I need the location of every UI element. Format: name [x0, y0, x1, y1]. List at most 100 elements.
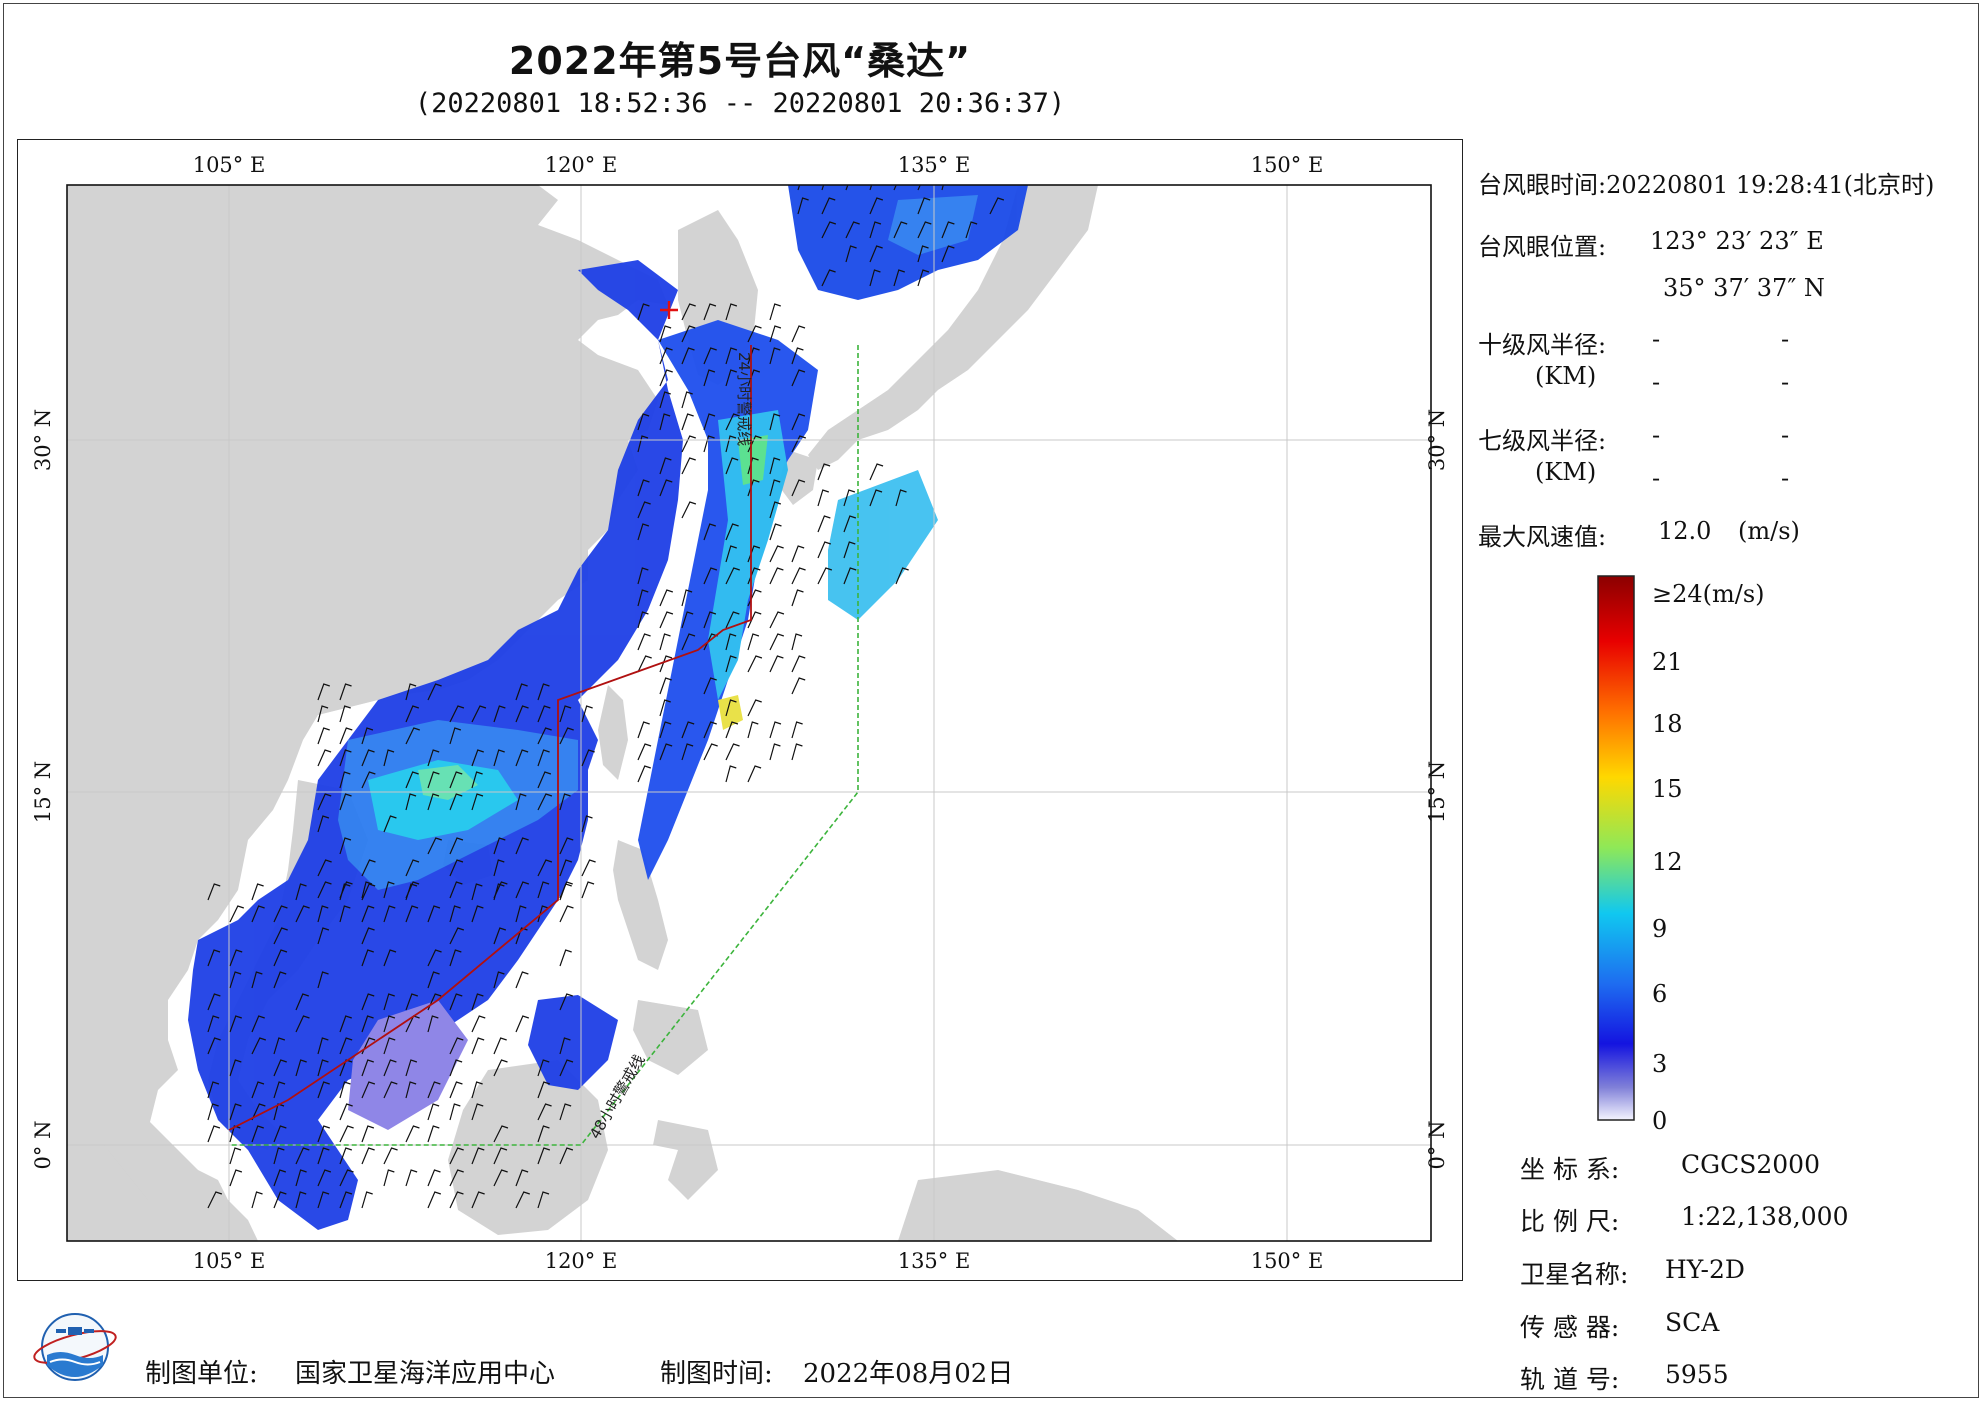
- wind-barb: [537, 1191, 550, 1209]
- wind-barb: [493, 749, 505, 767]
- wind-barb: [383, 905, 396, 923]
- wind-barb: [681, 633, 696, 651]
- wind-barb: [747, 655, 763, 673]
- wind-barb: [339, 749, 352, 767]
- wind-barb: [361, 749, 375, 767]
- wind-barb: [295, 1147, 310, 1165]
- wind-barb: [747, 457, 759, 475]
- wind-barb: [295, 1169, 307, 1187]
- wind-barb: [659, 391, 671, 409]
- wind-barb: [317, 1169, 332, 1187]
- wind-barb: [747, 347, 760, 365]
- wind-barb: [681, 435, 696, 453]
- wind-barb: [405, 1081, 417, 1099]
- wind-barb: [295, 905, 310, 923]
- wind-barb: [229, 971, 242, 989]
- wind-barb: [449, 771, 463, 789]
- r10-value-sw: -: [1652, 368, 1661, 396]
- wind-barb: [637, 435, 649, 453]
- wind-barb: [207, 1103, 219, 1121]
- wind-barb: [317, 1125, 330, 1143]
- wind-barb: [537, 749, 550, 767]
- wind-field-map[interactable]: 24小时警戒线 48小时警戒线 105° E 120° E 135° E 150…: [18, 140, 1464, 1282]
- wind-barb: [251, 883, 264, 901]
- wind-barb: [747, 611, 762, 629]
- wind-barb: [941, 245, 955, 263]
- land-new-guinea: [898, 1170, 1178, 1241]
- wind-barb: [229, 949, 243, 967]
- wind-barb: [637, 413, 650, 431]
- wind-barb: [317, 1191, 330, 1209]
- wind-barb: [251, 905, 265, 923]
- wind-barb: [471, 749, 484, 767]
- wind-barb: [471, 905, 484, 923]
- wind-barb: [449, 837, 464, 855]
- colorbar-tick-3: 3: [1652, 1050, 1668, 1078]
- wind-barb: [747, 633, 760, 651]
- colorbar-label-max: ≥24(m/s): [1652, 580, 1765, 608]
- wind-barb: [703, 303, 717, 321]
- wind-barb: [361, 949, 374, 967]
- wind-barb: [559, 793, 571, 811]
- r7-unit: (KM): [1535, 458, 1597, 486]
- lat-label-left-0: 0° N: [31, 1121, 55, 1170]
- wind-barb: [725, 721, 739, 739]
- wind-barb: [515, 837, 529, 855]
- wind-barb: [769, 479, 781, 497]
- nsoas-logo-icon: [33, 1313, 117, 1381]
- wind-barb: [537, 1147, 551, 1165]
- wind-barb: [725, 655, 737, 673]
- wind-barb: [339, 1191, 353, 1209]
- wind-barb: [659, 413, 671, 431]
- wind-barb: [917, 221, 932, 239]
- wind-barb: [493, 1059, 508, 1077]
- wind-barb: [791, 325, 806, 343]
- wind-barb: [747, 479, 760, 497]
- wind-barb: [559, 837, 574, 855]
- land-japan: [808, 185, 1098, 470]
- r7-value-se: -: [1781, 421, 1790, 449]
- wind-barb: [449, 1081, 463, 1099]
- wind-barb: [471, 771, 483, 789]
- wind-barb: [895, 567, 909, 585]
- wind-barb: [637, 303, 650, 321]
- wind-barb: [361, 1081, 376, 1099]
- wind-barb: [769, 721, 782, 739]
- wind-barb: [659, 589, 674, 607]
- wind-barb: [229, 1125, 241, 1143]
- r10-value-ne: -: [1652, 325, 1661, 353]
- wind-barb: [427, 771, 440, 789]
- wind-barb: [449, 705, 465, 723]
- wind-barb: [229, 1103, 242, 1121]
- wind-barb: [471, 993, 484, 1011]
- wind-barb: [405, 993, 419, 1011]
- wind-barb: [769, 347, 781, 365]
- wind-barb: [845, 221, 860, 239]
- colorbar-tick-9: 9: [1652, 915, 1668, 943]
- wind-barb: [383, 1169, 395, 1187]
- wind-barb: [703, 435, 715, 453]
- wind-barb: [703, 523, 716, 541]
- wind-barb: [703, 413, 716, 431]
- wind-barb: [339, 1015, 352, 1033]
- scale-label: 比 例 尺:: [1520, 1207, 1620, 1236]
- wind-barb: [725, 633, 737, 651]
- wind-barb: [659, 457, 672, 475]
- map-panel: 24小时警戒线 48小时警戒线 105° E 120° E 135° E 150…: [17, 139, 1463, 1281]
- wind-barb: [207, 1037, 221, 1055]
- wind-barbs: [207, 185, 1005, 1209]
- wind-barb: [361, 1015, 374, 1033]
- warning-line-24h: [228, 345, 752, 1131]
- wind-barb: [703, 721, 717, 739]
- wind-barb: [383, 1147, 398, 1165]
- wind-barb: [747, 545, 761, 563]
- wind-barb: [405, 1059, 418, 1077]
- wind-barb: [681, 611, 694, 629]
- wind-barb: [229, 1015, 242, 1033]
- wind-barb: [339, 705, 351, 723]
- wind-barb: [361, 1059, 374, 1077]
- wind-barb: [273, 1125, 287, 1143]
- wind-barb: [427, 1169, 441, 1187]
- wind-barb: [703, 743, 718, 761]
- wind-barb: [559, 881, 573, 899]
